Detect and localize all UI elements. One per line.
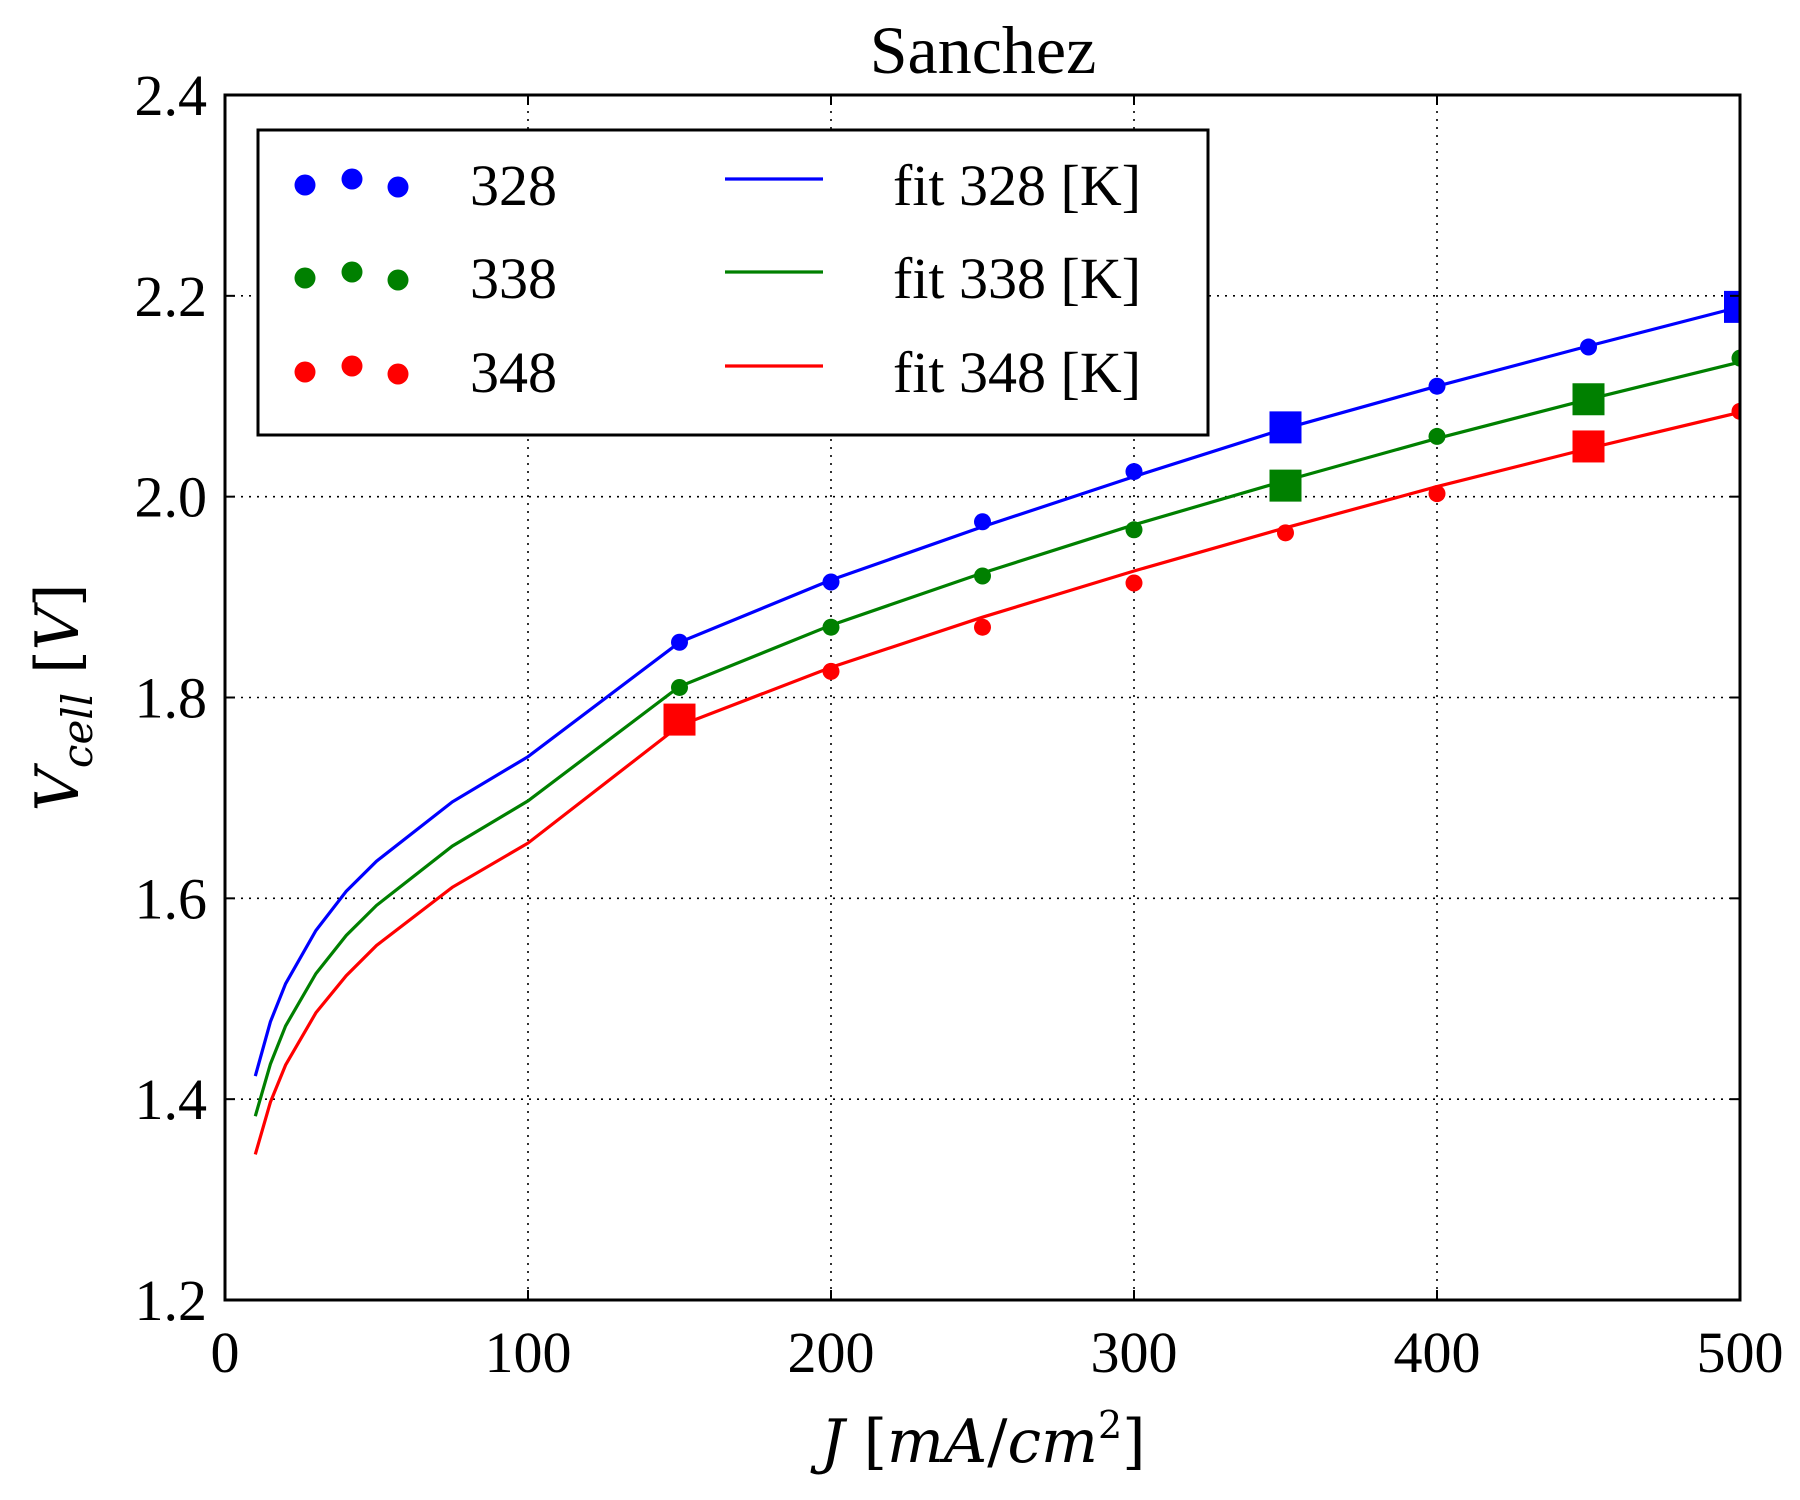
data-point-328: [671, 633, 688, 651]
legend-label-328: 328: [470, 153, 557, 218]
data-point-348: [1731, 402, 1740, 420]
legend-marker-338: [341, 261, 363, 283]
highlight-square-338: [1269, 469, 1302, 502]
x-tick-label: 0: [211, 1320, 240, 1385]
x-axis-label: J [mA/cm2]: [809, 1403, 1145, 1477]
legend-marker-328: [341, 168, 363, 190]
data-point-338: [1125, 521, 1143, 539]
legend-marker-328: [387, 176, 409, 198]
data-point-328: [1428, 377, 1446, 395]
x-tick-label: 300: [1091, 1320, 1178, 1385]
fit-line-328: [253, 305, 1740, 1077]
data-point-348: [1125, 574, 1143, 592]
highlight-square-348: [1572, 430, 1605, 463]
data-point-338: [1428, 427, 1446, 445]
legend-label-338: 338: [470, 246, 557, 311]
data-point-338: [822, 618, 840, 636]
legend-label-fit: fit 348 [K]: [893, 340, 1141, 405]
fit-line-338: [253, 360, 1740, 1117]
fit-lines: [253, 305, 1740, 1155]
legend-box: [256, 128, 1210, 437]
data-point-348: [822, 662, 840, 680]
highlight-square-338: [1572, 383, 1605, 416]
tick-labels: 0 100 200 300 400 500 1.2 1.4 1.6 1.8 2.0 2.2 2.4: [135, 63, 1784, 1385]
highlight-square-348: [663, 703, 696, 736]
data-points: [663, 290, 1740, 736]
legend-marker-348: [341, 355, 363, 377]
legend-marker-348: [294, 361, 316, 383]
data-point-328: [822, 573, 840, 591]
y-tick-label: 2.4: [135, 63, 208, 128]
y-tick-label: 1.2: [135, 1268, 208, 1333]
legend: 328 338 348 fit 328 [K] fit 338 [K] fit 348 […: [256, 128, 1210, 437]
data-point-338: [974, 567, 991, 585]
data-point-328: [1580, 338, 1597, 356]
x-tick-label: 500: [1697, 1320, 1784, 1385]
legend-label-fit: fit 328 [K]: [893, 153, 1141, 218]
data-point-328: [1125, 463, 1143, 481]
highlight-square-328: [1724, 290, 1740, 323]
x-tick-label: 200: [788, 1320, 875, 1385]
data-point-348: [1428, 485, 1446, 503]
y-tick-label: 1.8: [135, 666, 208, 731]
y-tick-label: 1.4: [135, 1067, 208, 1132]
data-point-348: [1277, 524, 1294, 542]
chart-title: Sanchez: [870, 12, 1097, 88]
legend-marker-338: [294, 267, 316, 289]
x-tick-label: 400: [1394, 1320, 1481, 1385]
legend-marker-338: [387, 269, 409, 291]
legend-label-fit: fit 338 [K]: [893, 246, 1141, 311]
legend-marker-348: [387, 363, 409, 385]
data-point-348: [974, 618, 991, 636]
data-point-338: [1731, 349, 1740, 367]
data-point-338: [671, 678, 688, 696]
x-tick-label: 100: [485, 1320, 572, 1385]
y-axis-label: Vcell [V]: [23, 584, 102, 812]
y-tick-label: 1.6: [135, 866, 208, 931]
y-tick-label: 2.0: [135, 465, 208, 530]
highlight-square-328: [1269, 411, 1302, 444]
data-point-328: [974, 513, 991, 531]
legend-marker-328: [294, 174, 316, 196]
fit-line-348: [253, 410, 1740, 1155]
y-tick-label: 2.2: [135, 264, 208, 329]
legend-label-348: 348: [470, 340, 557, 405]
